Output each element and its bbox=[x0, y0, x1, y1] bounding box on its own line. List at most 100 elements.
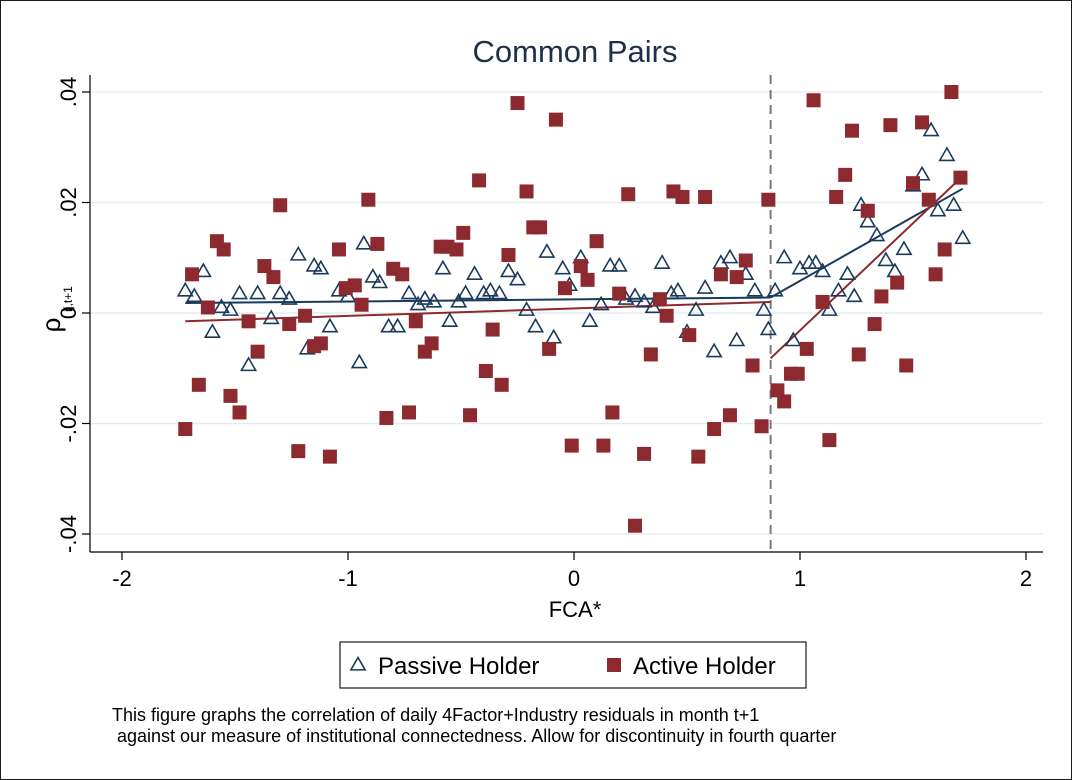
passive-point bbox=[350, 353, 368, 369]
active-point bbox=[185, 267, 200, 282]
x-axis-label: FCA* bbox=[549, 597, 602, 622]
passive-point bbox=[289, 245, 307, 261]
active-point bbox=[232, 405, 247, 420]
active-point bbox=[777, 394, 792, 409]
active-point bbox=[424, 336, 439, 351]
passive-point bbox=[371, 273, 389, 289]
passive-point bbox=[518, 301, 536, 316]
active-point bbox=[707, 422, 722, 437]
active-point bbox=[643, 347, 658, 362]
passive-point bbox=[212, 298, 230, 314]
active-point bbox=[729, 270, 744, 285]
active-point bbox=[379, 410, 394, 425]
active-point bbox=[890, 275, 905, 290]
passive-point bbox=[321, 317, 339, 333]
fit-line-segment bbox=[185, 300, 771, 323]
active-point bbox=[621, 187, 636, 202]
active-point bbox=[675, 189, 690, 204]
active-point bbox=[257, 259, 272, 274]
passive-point bbox=[610, 256, 628, 272]
active-point bbox=[273, 198, 288, 213]
passive-point bbox=[508, 270, 527, 286]
active-point bbox=[298, 308, 313, 323]
passive-point bbox=[425, 292, 443, 308]
active-point bbox=[596, 438, 611, 453]
passive-point bbox=[669, 281, 687, 297]
figure-note: This figure graphs the correlation of da… bbox=[112, 705, 1032, 747]
active-point bbox=[605, 405, 620, 420]
note-line-2: against our measure of institutional con… bbox=[112, 726, 837, 746]
x-tick-label: 2 bbox=[1020, 566, 1032, 591]
active-point bbox=[637, 446, 652, 461]
active-point bbox=[408, 314, 423, 329]
x-tick-label: -2 bbox=[112, 566, 132, 591]
passive-point bbox=[490, 284, 508, 300]
passive-point bbox=[400, 284, 418, 300]
active-point bbox=[223, 388, 238, 403]
active-point bbox=[883, 118, 898, 133]
passive-point bbox=[434, 259, 452, 275]
active-point bbox=[738, 253, 753, 268]
legend-passive-label: Passive Holder bbox=[378, 653, 539, 680]
passive-point bbox=[355, 234, 373, 250]
passive-point bbox=[240, 356, 258, 372]
active-point bbox=[867, 317, 882, 332]
active-point bbox=[313, 336, 328, 351]
passive-point bbox=[913, 165, 931, 181]
active-point bbox=[463, 408, 478, 423]
passive-point bbox=[859, 212, 877, 228]
passive-point bbox=[592, 295, 610, 311]
passive-point bbox=[475, 284, 493, 300]
active-point bbox=[589, 234, 604, 249]
active-point bbox=[216, 242, 231, 257]
chart-title: Common Pairs bbox=[473, 34, 678, 69]
passive-point bbox=[601, 256, 619, 272]
active-point bbox=[519, 184, 534, 199]
active-point bbox=[628, 518, 643, 533]
active-point bbox=[754, 419, 769, 434]
passive-point bbox=[262, 309, 280, 325]
y-tick-label: -.02 bbox=[56, 405, 81, 443]
active-point bbox=[250, 344, 265, 359]
passive-point bbox=[450, 292, 468, 308]
y-axis-label: ρ ij,t+1 bbox=[36, 286, 75, 333]
passive-point bbox=[687, 301, 705, 316]
active-point bbox=[291, 444, 306, 459]
y-tick-label: 0 bbox=[56, 307, 81, 319]
active-point bbox=[266, 270, 281, 285]
active-point bbox=[449, 242, 464, 257]
passive-point bbox=[538, 243, 556, 258]
active-point bbox=[944, 85, 959, 99]
active-point bbox=[501, 247, 516, 262]
passive-point bbox=[231, 284, 249, 300]
active-point bbox=[494, 377, 509, 392]
active-point bbox=[698, 189, 713, 204]
active-point bbox=[456, 225, 471, 240]
y-tick-label: -.04 bbox=[56, 515, 81, 553]
note-line-1: This figure graphs the correlation of da… bbox=[112, 705, 760, 725]
active-point bbox=[347, 278, 362, 293]
passive-point bbox=[945, 196, 963, 211]
passive-point bbox=[954, 229, 972, 245]
active-point bbox=[822, 433, 837, 448]
passive-point bbox=[759, 320, 777, 336]
active-point bbox=[799, 341, 814, 356]
passive-point bbox=[775, 248, 793, 264]
active-point bbox=[485, 322, 500, 337]
x-tick-label: 1 bbox=[794, 566, 806, 591]
active-point bbox=[612, 286, 627, 301]
data-points bbox=[176, 85, 972, 533]
active-point bbox=[906, 176, 920, 191]
passive-point bbox=[364, 267, 382, 283]
active-point bbox=[402, 405, 417, 420]
active-point bbox=[790, 366, 805, 381]
passive-point bbox=[527, 317, 545, 333]
passive-point bbox=[271, 284, 289, 300]
passive-point bbox=[280, 290, 298, 305]
passive-point bbox=[938, 146, 956, 162]
passive-point bbox=[380, 317, 398, 333]
active-point bbox=[564, 438, 579, 453]
legend-box bbox=[339, 641, 807, 689]
active-point bbox=[745, 358, 760, 373]
passive-point bbox=[305, 256, 323, 272]
